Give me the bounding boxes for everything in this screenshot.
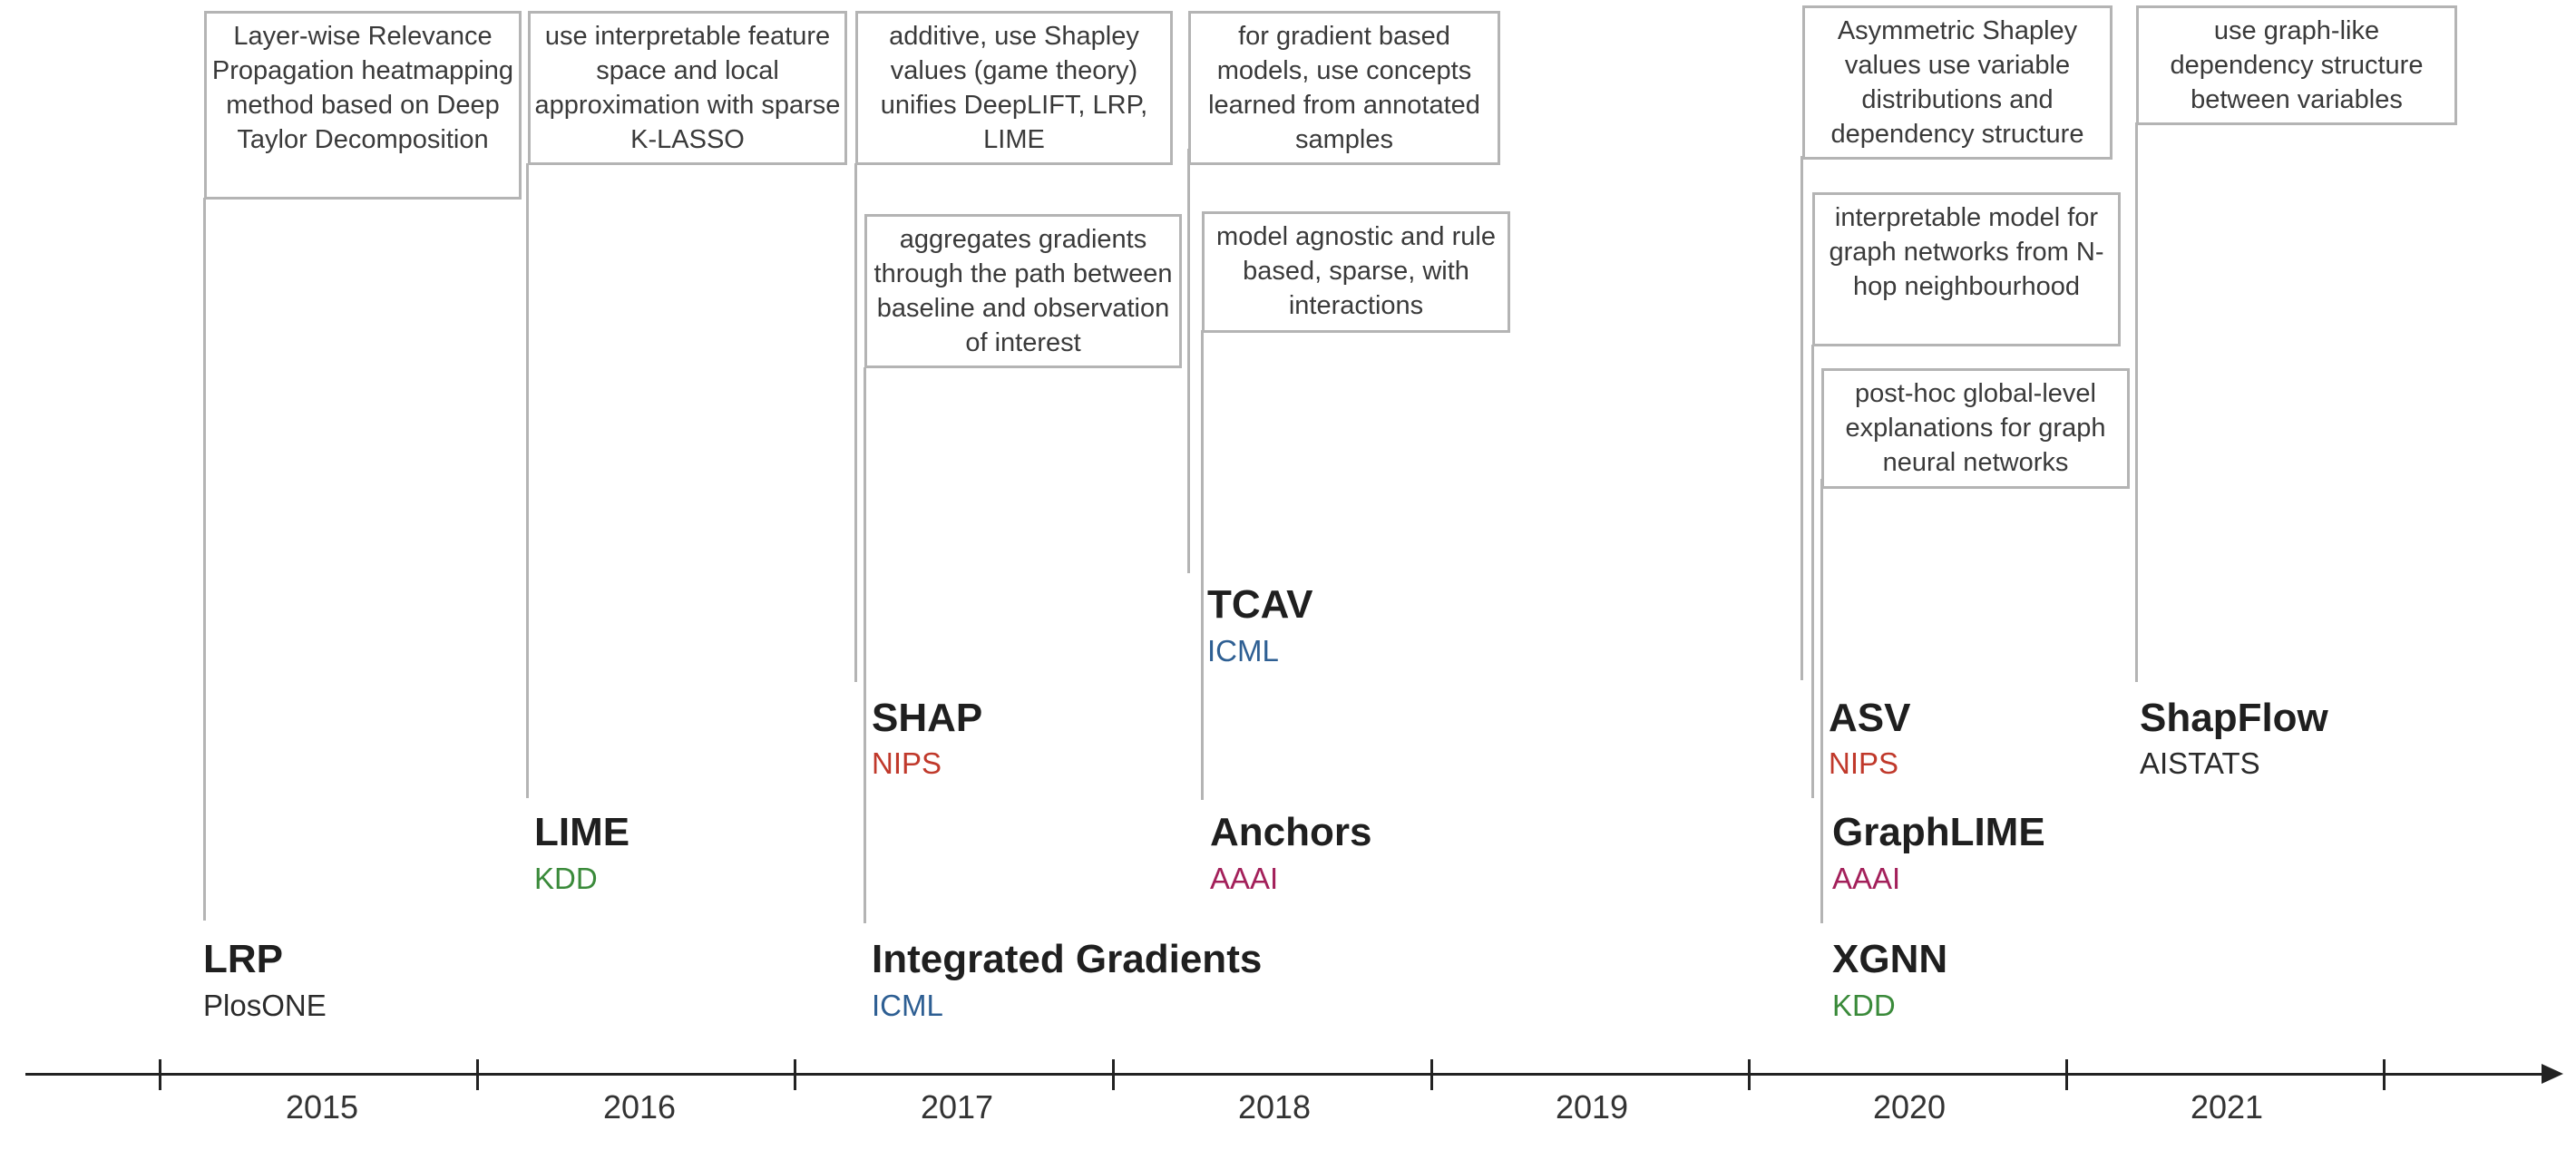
description-graphlime: interpretable model for graph networks f…	[1829, 203, 2104, 301]
description-lime: use interpretable feature space and loca…	[534, 22, 841, 154]
venue-tcav: ICML	[1207, 634, 1279, 668]
description-tcav: for gradient based models, use concepts …	[1208, 22, 1480, 154]
venue-lrp: PlosONE	[203, 989, 327, 1022]
description-box-anchors: model agnostic and rule based, sparse, w…	[1202, 211, 1510, 333]
method-lrp: LRP	[203, 937, 283, 981]
axis-tick	[1112, 1059, 1115, 1090]
axis-tick	[2065, 1059, 2068, 1090]
timeline-axis	[25, 1073, 2547, 1076]
axis-tick	[1430, 1059, 1433, 1090]
venue-integrated-gradients: ICML	[872, 989, 943, 1022]
year-label-2018: 2018	[1237, 1088, 1312, 1126]
method-anchors: Anchors	[1210, 810, 1372, 854]
axis-tick	[794, 1059, 796, 1090]
description-box-lrp: Layer-wise Relevance Propagation heatmap…	[204, 11, 522, 200]
description-box-ig: aggregates gradients through the path be…	[864, 214, 1182, 368]
axis-tick	[1748, 1059, 1751, 1090]
method-lime: LIME	[534, 810, 630, 854]
axis-tick	[476, 1059, 479, 1090]
description-shap: additive, use Shapley values (game theor…	[880, 22, 1148, 154]
description-asv: Asymmetric Shapley values use variable d…	[1830, 16, 2084, 149]
method-asv: ASV	[1829, 696, 1911, 740]
description-box-asv: Asymmetric Shapley values use variable d…	[1802, 5, 2113, 160]
description-shapflow: use graph-like dependency structure betw…	[2170, 16, 2424, 114]
connector-lrp	[203, 198, 206, 921]
description-box-tcav: for gradient based models, use concepts …	[1188, 11, 1500, 165]
method-graphlime: GraphLIME	[1832, 810, 2045, 854]
venue-shap: NIPS	[872, 746, 942, 780]
connector-shap	[854, 163, 857, 682]
venue-anchors: AAAI	[1210, 862, 1279, 895]
description-box-shapflow: use graph-like dependency structure betw…	[2136, 5, 2457, 125]
method-xgnn: XGNN	[1832, 937, 1948, 981]
connector-shapflow	[2135, 122, 2138, 682]
venue-xgnn: KDD	[1832, 989, 1896, 1022]
axis-tick	[159, 1059, 161, 1090]
description-anchors: model agnostic and rule based, sparse, w…	[1216, 222, 1496, 320]
connector-lime	[526, 163, 529, 798]
connector-tcav	[1187, 149, 1190, 573]
description-box-lime: use interpretable feature space and loca…	[528, 11, 847, 165]
description-box-xgnn: post-hoc global-level explanations for g…	[1821, 368, 2130, 489]
method-tcav: TCAV	[1207, 582, 1313, 627]
method-shapflow: ShapFlow	[2140, 696, 2328, 740]
year-label-2019: 2019	[1555, 1088, 1629, 1126]
arrow-right-icon	[2542, 1064, 2563, 1084]
description-box-shap: additive, use Shapley values (game theor…	[855, 11, 1173, 165]
connector-asv	[1800, 156, 1803, 680]
connector-ig	[864, 367, 866, 923]
year-label-2020: 2020	[1872, 1088, 1947, 1126]
connector-anchors	[1201, 330, 1204, 800]
venue-shapflow: AISTATS	[2140, 746, 2260, 780]
axis-tick	[2383, 1059, 2386, 1090]
year-label-2015: 2015	[285, 1088, 359, 1126]
description-xgnn: post-hoc global-level explanations for g…	[1845, 379, 2106, 477]
method-shap: SHAP	[872, 696, 983, 740]
connector-graphlime	[1811, 345, 1814, 798]
venue-graphlime: AAAI	[1832, 862, 1901, 895]
description-lrp: Layer-wise Relevance Propagation heatmap…	[211, 22, 514, 154]
method-integrated-gradients: Integrated Gradients	[872, 937, 1263, 981]
description-ig: aggregates gradients through the path be…	[873, 225, 1173, 357]
venue-asv: NIPS	[1829, 746, 1899, 780]
year-label-2017: 2017	[920, 1088, 994, 1126]
connector-xgnn	[1820, 479, 1823, 923]
venue-lime: KDD	[534, 862, 598, 895]
year-label-2021: 2021	[2190, 1088, 2264, 1126]
description-box-graphlime: interpretable model for graph networks f…	[1812, 192, 2121, 346]
year-label-2016: 2016	[602, 1088, 677, 1126]
